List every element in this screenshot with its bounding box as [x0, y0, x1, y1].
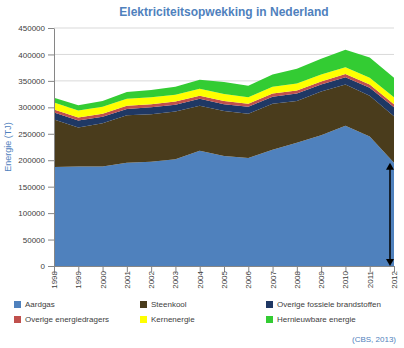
legend-label: Aardgas — [25, 300, 55, 309]
legend-item: Kernenergie — [140, 315, 195, 324]
arrow-line — [389, 165, 391, 264]
tick: 100000 — [18, 209, 54, 218]
tick: 1999 — [74, 266, 83, 289]
tick-label: 50000 — [23, 236, 46, 245]
source: (CBS, 2013) — [352, 335, 396, 344]
tick: 0 — [41, 262, 54, 271]
legend-label: Overige energiedragers — [25, 315, 109, 324]
tick: 50000 — [23, 236, 54, 245]
arrow-head — [386, 259, 394, 266]
tick-mark — [48, 81, 54, 82]
tick-mark — [48, 213, 54, 214]
tick: 250000 — [18, 130, 54, 139]
arrow — [386, 163, 394, 266]
legend-swatch — [140, 301, 147, 308]
tick-label: 200000 — [18, 156, 45, 165]
legend-label: Kernenergie — [151, 315, 195, 324]
tick-label: 2003 — [171, 270, 180, 288]
tick-mark — [48, 187, 54, 188]
tick-label: 2000 — [99, 270, 108, 288]
tick: 2005 — [220, 266, 229, 289]
area — [54, 50, 394, 111]
plot-area — [54, 50, 394, 266]
tick-label: 2011 — [366, 270, 375, 288]
tick-label: 1999 — [74, 270, 83, 288]
tick-label: 100000 — [18, 209, 45, 218]
tick: 2009 — [317, 266, 326, 289]
tick-mark — [48, 28, 54, 29]
legend-item: Hernieuwbare energie — [266, 315, 356, 324]
legend-swatch — [266, 301, 273, 308]
grid-line — [54, 28, 394, 29]
tick-mark — [48, 240, 54, 241]
tick: 2008 — [293, 266, 302, 289]
y-axis: 0 50000 100000 150000 200000 250000 300000 3500… — [18, 24, 54, 271]
legend-item: Steenkool — [140, 300, 187, 309]
tick: 2000 — [99, 266, 108, 289]
tick: 2003 — [171, 266, 180, 289]
tick-label: 300000 — [18, 103, 45, 112]
tick-mark — [48, 160, 54, 161]
tick-label: 2008 — [293, 270, 302, 288]
tick: 450000 — [18, 24, 54, 33]
tick: 2001 — [123, 266, 132, 289]
tick-mark — [48, 134, 54, 135]
legend-swatch — [140, 316, 147, 323]
tick-label: 2009 — [317, 270, 326, 288]
tick-mark — [48, 266, 54, 267]
tick-label: 0 — [41, 262, 46, 271]
legend: Aardgas Steenkool Overige fossiele brandst… — [14, 300, 381, 324]
grid — [54, 28, 394, 266]
tick: 2007 — [269, 266, 278, 289]
tick: 2012 — [390, 266, 399, 289]
tick-label: 2006 — [244, 270, 253, 288]
tick-label: 1998 — [50, 270, 59, 288]
tick: 2011 — [366, 266, 375, 288]
tick: 2006 — [244, 266, 253, 289]
tick: 2004 — [196, 266, 205, 289]
tick: 150000 — [18, 183, 54, 192]
legend-label: Hernieuwbare energie — [277, 315, 356, 324]
tick-label: 250000 — [18, 130, 45, 139]
tick: 2010 — [341, 266, 350, 289]
tick-label: 2001 — [123, 270, 132, 288]
y-axis-title: Energie (TJ) — [3, 122, 13, 172]
legend-swatch — [266, 316, 273, 323]
tick-label: 2012 — [390, 270, 399, 288]
legend-swatch — [14, 301, 21, 308]
tick-label: 2004 — [196, 270, 205, 288]
arrow-head — [386, 163, 394, 170]
tick: 2002 — [147, 266, 156, 289]
tick-label: 450000 — [18, 24, 45, 33]
legend-label: Overige fossiele brandstoffen — [277, 300, 381, 309]
chart: Elektriciteitsopwekking in Nederland Ener… — [0, 0, 404, 348]
x-axis: 1998 1999 2000 2001 2002 2003 2004 2005 2006 2007… — [50, 266, 399, 289]
tick-label: 150000 — [18, 183, 45, 192]
tick-label: 2005 — [220, 270, 229, 288]
tick-label: 2002 — [147, 270, 156, 288]
tick: 200000 — [18, 156, 54, 165]
tick-label: 350000 — [18, 77, 45, 86]
tick-mark — [48, 107, 54, 108]
tick: 1998 — [50, 266, 59, 289]
tick-label: 2007 — [269, 270, 278, 288]
legend-item: Overige fossiele brandstoffen — [266, 300, 381, 309]
axis-line — [54, 29, 55, 267]
tick: 350000 — [18, 77, 54, 86]
legend-item: Aardgas — [14, 300, 55, 309]
tick-mark — [48, 54, 54, 55]
tick: 400000 — [18, 51, 54, 60]
legend-label: Steenkool — [151, 300, 187, 309]
legend-swatch — [14, 316, 21, 323]
tick: 300000 — [18, 103, 54, 112]
legend-item: Overige energiedragers — [14, 315, 109, 324]
tick-label: 2010 — [341, 270, 350, 288]
tick-label: 400000 — [18, 51, 45, 60]
title: Elektriciteitsopwekking in Nederland — [119, 5, 328, 19]
